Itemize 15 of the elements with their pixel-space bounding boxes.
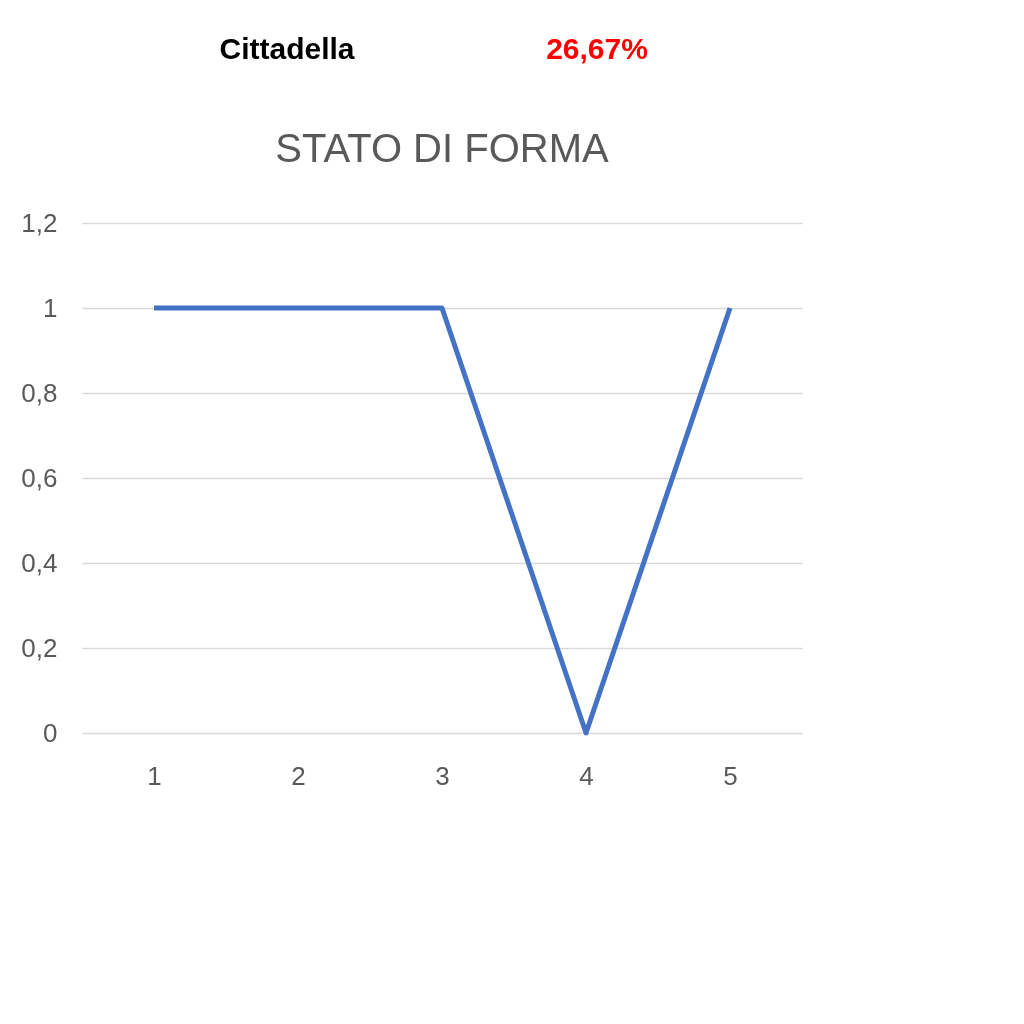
y-tick-label: 0,8 xyxy=(21,377,58,408)
x-tick-label: 3 xyxy=(435,760,450,791)
y-tick-label: 0,2 xyxy=(21,632,58,663)
x-tick-label: 4 xyxy=(579,760,594,791)
y-tick-label: 0,4 xyxy=(21,547,58,578)
y-tick-label: 0,6 xyxy=(21,462,58,493)
y-tick-label: 0 xyxy=(43,717,58,748)
x-tick-label: 1 xyxy=(147,760,162,791)
chart-title: STATO DI FORMA xyxy=(275,126,609,170)
x-tick-label: 5 xyxy=(723,760,738,791)
y-tick-label: 1 xyxy=(43,292,58,323)
x-tick-label: 2 xyxy=(291,760,306,791)
text: 26,67% xyxy=(546,32,648,65)
y-tick-label: 1,2 xyxy=(21,207,58,238)
text: Cittadella xyxy=(219,32,355,65)
